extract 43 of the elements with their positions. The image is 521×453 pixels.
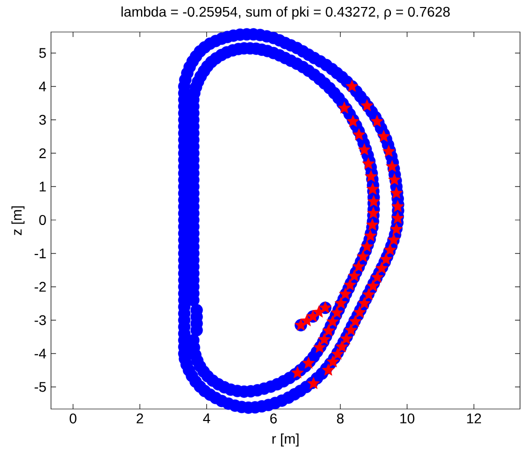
point bbox=[348, 270, 360, 282]
point bbox=[318, 333, 330, 345]
chart-title: lambda = -0.25954, sum of pki = 0.43272, ρ = 0.7628 bbox=[122, 6, 450, 20]
point bbox=[386, 160, 398, 172]
x-tick-label: 12 bbox=[467, 414, 481, 424]
y-tick-label: 1 bbox=[40, 182, 46, 192]
point bbox=[292, 366, 304, 378]
y-tick-label: 0 bbox=[39, 215, 46, 225]
y-tick-label: 4 bbox=[38, 82, 46, 92]
point bbox=[368, 195, 380, 207]
y-tick-label: 2 bbox=[39, 148, 46, 158]
y-tick-label: 3 bbox=[39, 114, 46, 125]
y-tick-label: 5 bbox=[39, 48, 46, 58]
x-tick-label: 10 bbox=[400, 414, 414, 424]
y-tick-label: -4 bbox=[34, 348, 46, 358]
x-tick-label: 4 bbox=[203, 414, 210, 424]
point bbox=[326, 356, 339, 368]
point bbox=[366, 218, 378, 230]
point bbox=[380, 253, 392, 265]
x-axis-title: r [m] bbox=[272, 433, 298, 447]
y-tick-label: -1 bbox=[34, 248, 46, 258]
point bbox=[352, 128, 365, 140]
point bbox=[312, 306, 325, 318]
point bbox=[330, 306, 343, 318]
x-tick-label: 8 bbox=[337, 414, 344, 424]
x-tick-label: 0 bbox=[70, 414, 76, 424]
point bbox=[384, 244, 396, 256]
point bbox=[367, 207, 380, 218]
y-tick-label: -5 bbox=[34, 382, 46, 392]
y-tick-label: -3 bbox=[34, 315, 46, 326]
y-tick-label: -2 bbox=[34, 282, 46, 292]
y-axis-title: z [m] bbox=[11, 206, 25, 236]
point bbox=[354, 306, 366, 318]
x-tick-label: 2 bbox=[136, 414, 144, 424]
point bbox=[362, 158, 374, 170]
x-tick-label: 6 bbox=[270, 414, 277, 424]
point bbox=[365, 170, 378, 182]
point bbox=[366, 182, 379, 194]
point bbox=[344, 324, 357, 336]
point bbox=[364, 230, 376, 242]
point bbox=[367, 280, 380, 292]
point bbox=[378, 130, 390, 142]
point bbox=[358, 297, 370, 309]
